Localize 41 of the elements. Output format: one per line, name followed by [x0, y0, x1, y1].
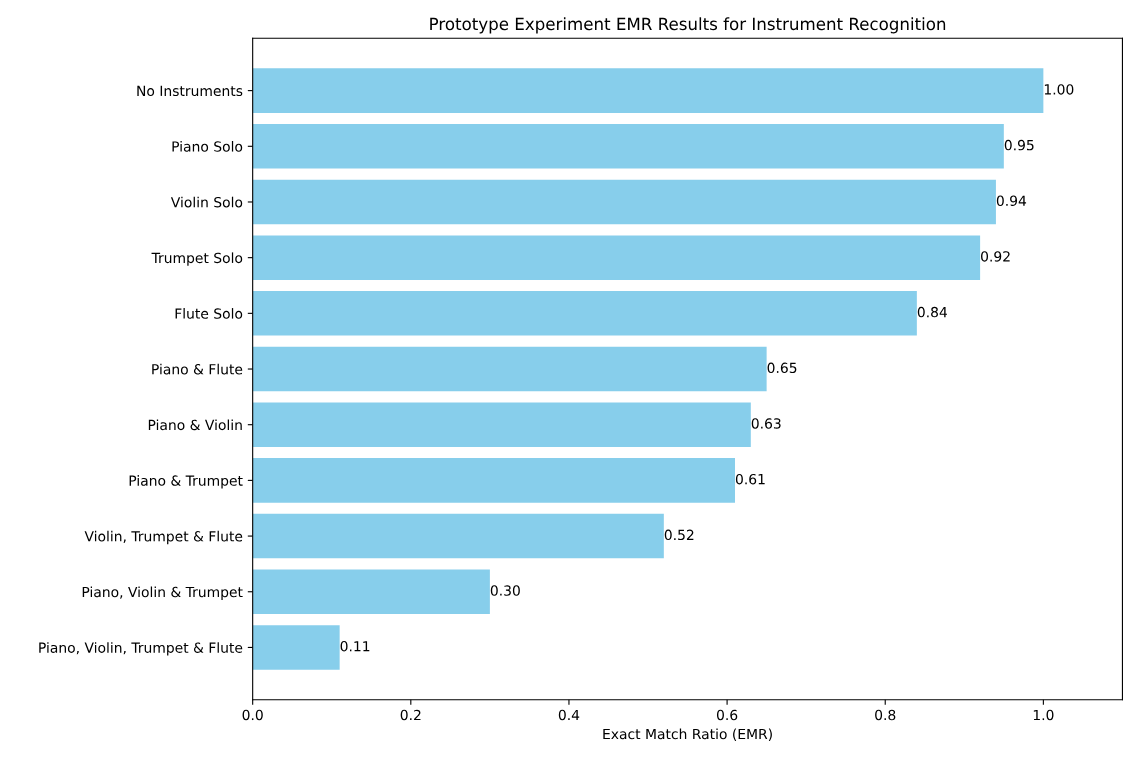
x-axis-title: Exact Match Ratio (EMR) — [603, 728, 772, 741]
y-tick-label: Violin, Trumpet & Flute — [84, 530, 243, 545]
chart-title: Prototype Experiment EMR Results for Instrument Recognition — [430, 17, 946, 34]
y-tick-label: Piano Solo — [172, 141, 243, 152]
data-label: 0.92 — [981, 251, 1010, 262]
bar — [252, 68, 1044, 113]
x-tick-label: 0.8 — [875, 709, 896, 721]
y-tick-label: Flute Solo — [175, 308, 243, 319]
x-tick-label: 1.0 — [1033, 709, 1054, 721]
data-label: 0.94 — [996, 195, 1027, 207]
bar — [252, 402, 751, 447]
data-label: 0.95 — [1004, 139, 1034, 151]
data-label: 0.30 — [490, 585, 520, 596]
data-label: 0.52 — [664, 529, 694, 541]
y-tick-label: No Instruments — [137, 85, 243, 97]
data-label: 0.63 — [751, 418, 781, 429]
x-tick-label: 0.4 — [558, 709, 580, 721]
data-label: 0.11 — [340, 640, 370, 652]
data-label: 1.00 — [1044, 84, 1074, 95]
x-tick-label: 0.2 — [400, 709, 421, 721]
bar — [252, 346, 767, 392]
bar — [252, 569, 490, 615]
y-tick-label: Violin Solo — [170, 196, 243, 208]
bar — [252, 291, 917, 336]
bar — [252, 625, 340, 670]
y-tick-label: Piano & Trumpet — [129, 475, 243, 489]
y-tick-label: Piano, Violin & Trumpet — [82, 586, 243, 600]
bar — [252, 235, 981, 280]
y-tick-label: Piano, Violin, Trumpet & Flute — [39, 642, 243, 656]
y-tick-label: Piano & Flute — [152, 363, 243, 375]
data-label: 0.84 — [917, 306, 947, 318]
bar — [252, 458, 735, 503]
bar — [252, 513, 664, 559]
bar — [252, 124, 1004, 169]
y-tick-label: Trumpet Solo — [151, 252, 243, 266]
data-label: 0.65 — [767, 362, 797, 374]
x-tick-label: 0.0 — [242, 709, 263, 721]
data-label: 0.61 — [735, 473, 765, 485]
bar — [252, 179, 996, 225]
x-tick-label: 0.6 — [716, 709, 738, 721]
y-tick-label: Piano & Violin — [148, 419, 242, 431]
